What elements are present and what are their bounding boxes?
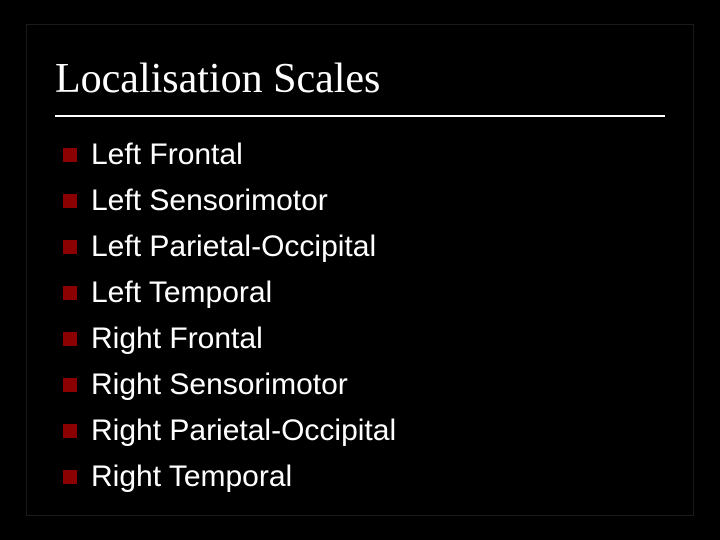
- slide-container: Localisation Scales Left Frontal Left Se…: [26, 24, 694, 516]
- square-bullet-icon: [63, 286, 77, 300]
- list-item: Left Frontal: [63, 135, 665, 174]
- list-item: Right Temporal: [63, 457, 665, 496]
- square-bullet-icon: [63, 148, 77, 162]
- page-title: Localisation Scales: [55, 55, 665, 103]
- list-item-label: Right Temporal: [91, 457, 292, 496]
- list-item-label: Left Parietal-Occipital: [91, 227, 376, 266]
- square-bullet-icon: [63, 240, 77, 254]
- bullet-list: Left Frontal Left Sensorimotor Left Pari…: [55, 135, 665, 496]
- list-item: Right Frontal: [63, 319, 665, 358]
- list-item: Right Sensorimotor: [63, 365, 665, 404]
- list-item-label: Right Parietal-Occipital: [91, 411, 396, 450]
- list-item: Right Parietal-Occipital: [63, 411, 665, 450]
- square-bullet-icon: [63, 470, 77, 484]
- square-bullet-icon: [63, 194, 77, 208]
- list-item-label: Right Frontal: [91, 319, 263, 358]
- square-bullet-icon: [63, 378, 77, 392]
- list-item-label: Left Sensorimotor: [91, 181, 328, 220]
- list-item-label: Left Frontal: [91, 135, 243, 174]
- title-divider: [55, 115, 665, 117]
- list-item-label: Right Sensorimotor: [91, 365, 348, 404]
- list-item: Left Parietal-Occipital: [63, 227, 665, 266]
- list-item: Left Temporal: [63, 273, 665, 312]
- list-item-label: Left Temporal: [91, 273, 272, 312]
- square-bullet-icon: [63, 332, 77, 346]
- square-bullet-icon: [63, 424, 77, 438]
- list-item: Left Sensorimotor: [63, 181, 665, 220]
